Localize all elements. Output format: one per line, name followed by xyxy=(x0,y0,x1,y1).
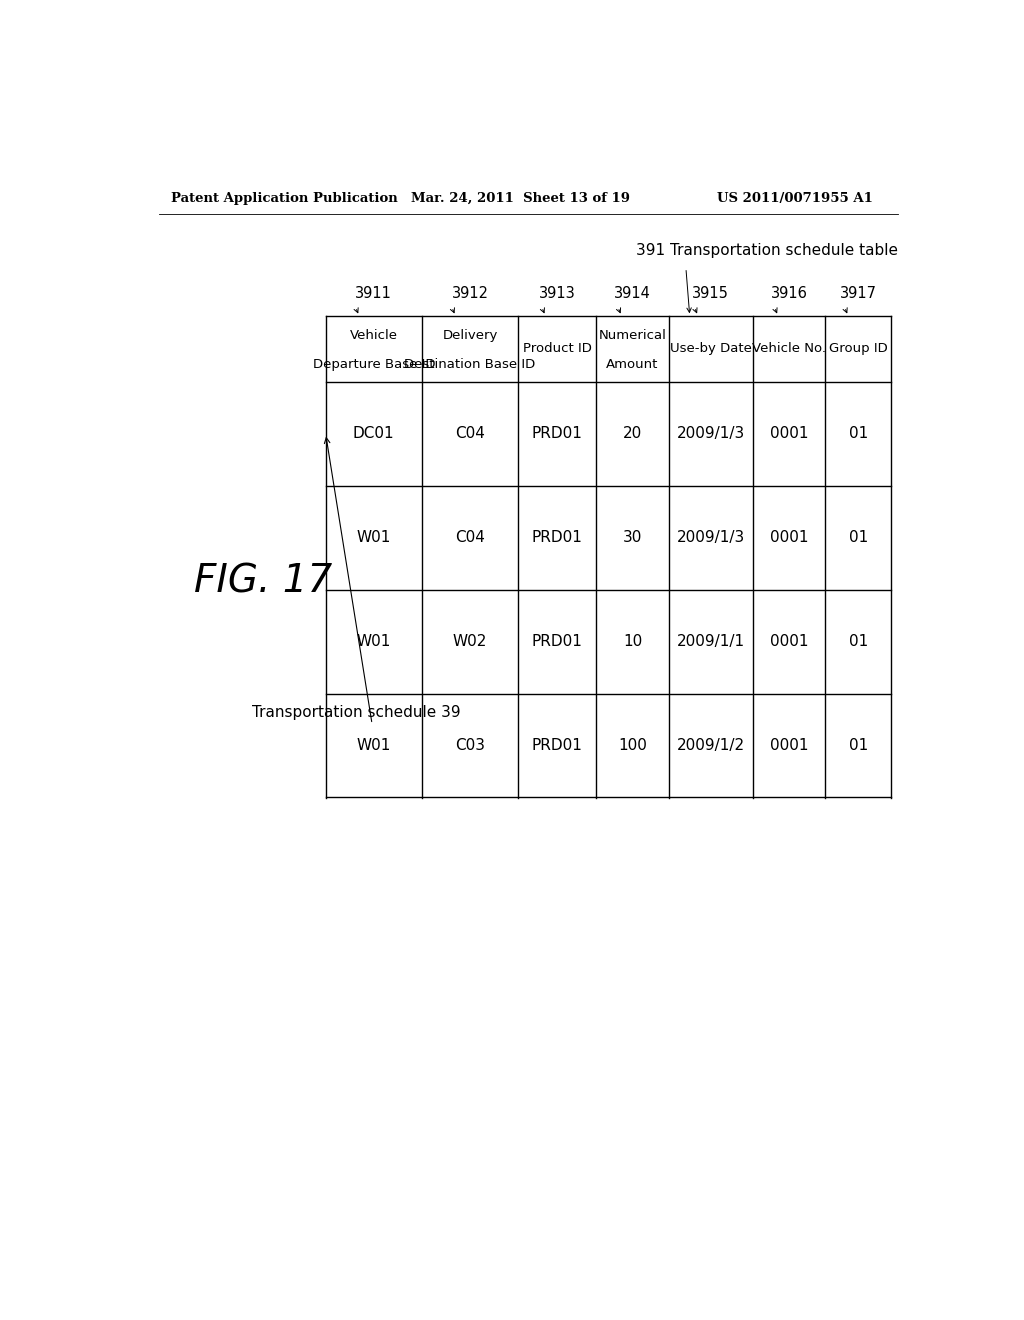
Text: 0001: 0001 xyxy=(770,738,808,752)
Text: 01: 01 xyxy=(849,634,868,649)
Text: 3914: 3914 xyxy=(614,285,651,301)
Text: Departure Base ID: Departure Base ID xyxy=(312,358,435,371)
Text: Group ID: Group ID xyxy=(828,342,888,355)
Text: 3912: 3912 xyxy=(452,285,488,301)
Text: 10: 10 xyxy=(623,634,642,649)
Text: W01: W01 xyxy=(356,634,391,649)
Text: 01: 01 xyxy=(849,738,868,752)
Text: PRD01: PRD01 xyxy=(531,531,583,545)
Text: C03: C03 xyxy=(455,738,485,752)
Text: Vehicle No.: Vehicle No. xyxy=(752,342,826,355)
Text: 01: 01 xyxy=(849,426,868,441)
Text: Product ID: Product ID xyxy=(523,342,592,355)
Text: 3916: 3916 xyxy=(771,285,808,301)
Text: PRD01: PRD01 xyxy=(531,634,583,649)
Text: 391 Transportation schedule table: 391 Transportation schedule table xyxy=(636,243,898,259)
Text: 3913: 3913 xyxy=(539,285,575,301)
Text: Numerical: Numerical xyxy=(599,330,667,342)
Text: 0001: 0001 xyxy=(770,531,808,545)
Text: 2009/1/2: 2009/1/2 xyxy=(677,738,744,752)
Text: FIG. 17: FIG. 17 xyxy=(194,562,332,601)
Text: Destination Base ID: Destination Base ID xyxy=(404,358,536,371)
Text: 0001: 0001 xyxy=(770,426,808,441)
Text: Mar. 24, 2011  Sheet 13 of 19: Mar. 24, 2011 Sheet 13 of 19 xyxy=(411,191,630,205)
Text: 30: 30 xyxy=(623,531,642,545)
Text: W02: W02 xyxy=(453,634,487,649)
Text: 20: 20 xyxy=(623,426,642,441)
Text: Amount: Amount xyxy=(606,358,658,371)
Text: Vehicle: Vehicle xyxy=(350,330,397,342)
Text: 2009/1/3: 2009/1/3 xyxy=(677,531,744,545)
Text: 2009/1/3: 2009/1/3 xyxy=(677,426,744,441)
Text: Delivery: Delivery xyxy=(442,330,498,342)
Text: 2009/1/1: 2009/1/1 xyxy=(677,634,744,649)
Text: Patent Application Publication: Patent Application Publication xyxy=(171,191,397,205)
Text: 100: 100 xyxy=(618,738,647,752)
Text: C04: C04 xyxy=(455,531,485,545)
Text: Use-by Date: Use-by Date xyxy=(670,342,752,355)
Text: DC01: DC01 xyxy=(353,426,394,441)
Text: 3911: 3911 xyxy=(355,285,392,301)
Text: PRD01: PRD01 xyxy=(531,738,583,752)
Text: 3917: 3917 xyxy=(840,285,877,301)
Text: W01: W01 xyxy=(356,738,391,752)
Text: C04: C04 xyxy=(455,426,485,441)
Text: US 2011/0071955 A1: US 2011/0071955 A1 xyxy=(717,191,872,205)
Text: 0001: 0001 xyxy=(770,634,808,649)
Text: Transportation schedule 39: Transportation schedule 39 xyxy=(252,705,461,721)
Text: 01: 01 xyxy=(849,531,868,545)
Text: 3915: 3915 xyxy=(692,285,729,301)
Text: PRD01: PRD01 xyxy=(531,426,583,441)
Text: W01: W01 xyxy=(356,531,391,545)
